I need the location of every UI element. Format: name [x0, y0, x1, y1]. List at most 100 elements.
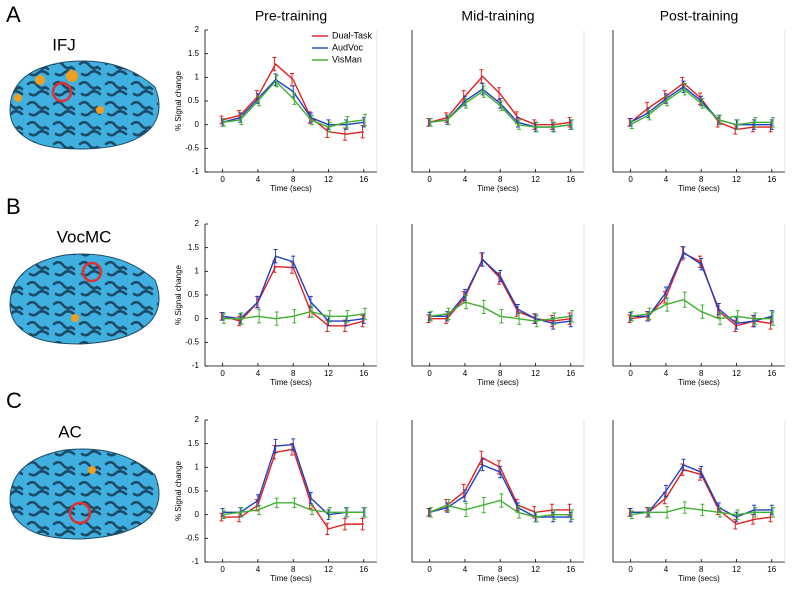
data-line — [429, 75, 571, 126]
x-tick-label: 0 — [628, 369, 633, 378]
y-tick-label: 0 — [195, 120, 200, 129]
error-bar — [327, 507, 332, 518]
chart-panel: 0 4 8 12 16 Time (secs) — [612, 224, 786, 387]
error-bar — [221, 510, 226, 519]
error-bar — [291, 255, 296, 269]
error-bar — [446, 307, 451, 321]
error-bar — [498, 269, 503, 283]
error-bar — [718, 507, 723, 518]
x-tick-label: 8 — [699, 175, 704, 184]
data-line — [429, 301, 571, 322]
error-bar — [629, 120, 634, 129]
x-axis-label: Time (secs) — [477, 378, 519, 387]
y-tick-label: 1 — [195, 72, 200, 81]
error-bar — [569, 119, 574, 130]
error-bar — [753, 117, 758, 128]
region-name: VocMC — [57, 227, 112, 246]
data-line — [222, 310, 364, 320]
error-bar — [239, 312, 244, 325]
x-tick-label: 12 — [531, 369, 540, 378]
x-tick-label: 12 — [324, 369, 333, 378]
y-tick-label: 1 — [195, 462, 200, 471]
region-name: AC — [58, 422, 82, 441]
row-label: B — [6, 194, 21, 219]
error-bar — [481, 85, 486, 98]
error-bar — [753, 507, 758, 518]
x-tick-label: 4 — [664, 565, 669, 574]
error-bar — [221, 118, 226, 127]
y-tick-label: -0.5 — [185, 533, 199, 542]
error-bar — [221, 313, 226, 324]
x-tick-label: 0 — [427, 565, 432, 574]
error-bar — [647, 507, 652, 518]
error-bar — [534, 314, 539, 328]
error-bar — [255, 295, 260, 309]
x-tick-label: 12 — [324, 175, 333, 184]
y-tick-label: -1 — [192, 557, 200, 566]
error-bar — [446, 114, 451, 126]
error-bar — [462, 489, 467, 502]
error-bar — [647, 109, 652, 121]
error-bar — [272, 56, 277, 72]
data-line — [222, 448, 364, 530]
y-axis-label: % Signal change — [174, 264, 183, 325]
y-tick-label: 0 — [195, 510, 200, 519]
x-axis-label: Time (secs) — [477, 574, 519, 583]
error-bar — [682, 291, 687, 308]
chart-panel: Mid-training 0 4 8 12 16 Time (secs) — [411, 8, 585, 193]
x-tick-label: 16 — [767, 565, 776, 574]
error-bar — [552, 509, 557, 520]
x-tick-label: 4 — [664, 369, 669, 378]
column-title: Mid-training — [461, 8, 534, 24]
x-tick-label: 4 — [463, 369, 468, 378]
data-line — [222, 502, 364, 516]
error-bar — [700, 503, 705, 517]
y-tick-label: 0 — [195, 314, 200, 323]
error-bar — [481, 299, 486, 314]
legend-label: Dual-Task — [332, 30, 373, 40]
error-bar — [308, 491, 313, 505]
error-bar — [239, 114, 244, 126]
error-bar — [753, 312, 758, 325]
error-bar — [257, 95, 262, 107]
x-axis-label: Time (secs) — [270, 184, 312, 193]
error-bar — [665, 95, 670, 107]
x-tick-label: 16 — [359, 369, 368, 378]
data-line — [222, 80, 364, 128]
error-bar — [647, 307, 652, 321]
error-bar — [480, 458, 485, 472]
data-line — [429, 90, 571, 128]
x-axis-label: Time (secs) — [678, 184, 720, 193]
error-bar — [534, 511, 539, 523]
x-tick-label: 4 — [463, 175, 468, 184]
y-tick-label: -0.5 — [185, 143, 199, 152]
error-bar — [517, 312, 522, 325]
error-bar — [310, 114, 315, 126]
x-tick-label: 0 — [220, 565, 225, 574]
error-bar — [682, 501, 687, 514]
error-bar — [735, 509, 740, 520]
error-bar — [498, 465, 503, 479]
x-axis-label: Time (secs) — [678, 574, 720, 583]
error-bar — [665, 297, 670, 312]
column-title: Post-training — [660, 8, 739, 24]
error-bar — [499, 100, 504, 111]
error-bar — [480, 252, 485, 267]
x-tick-label: 4 — [664, 175, 669, 184]
y-tick-label: 1.5 — [188, 439, 200, 448]
error-bar — [499, 309, 504, 324]
row-label: A — [6, 2, 21, 27]
x-tick-label: 0 — [628, 175, 633, 184]
x-tick-label: 8 — [291, 369, 296, 378]
error-bar — [770, 507, 775, 518]
error-bar — [718, 114, 723, 126]
error-bar — [257, 309, 262, 324]
y-tick-label: 2 — [195, 25, 200, 34]
x-axis-label: Time (secs) — [477, 184, 519, 193]
y-tick-label: -1 — [192, 361, 200, 370]
error-bar — [718, 312, 723, 325]
x-tick-label: 4 — [463, 565, 468, 574]
chart-panel: 0 4 8 12 16 Time (secs) -1 -0.5 0 0.5 1 1.5 2 % Signa… — [174, 415, 378, 583]
